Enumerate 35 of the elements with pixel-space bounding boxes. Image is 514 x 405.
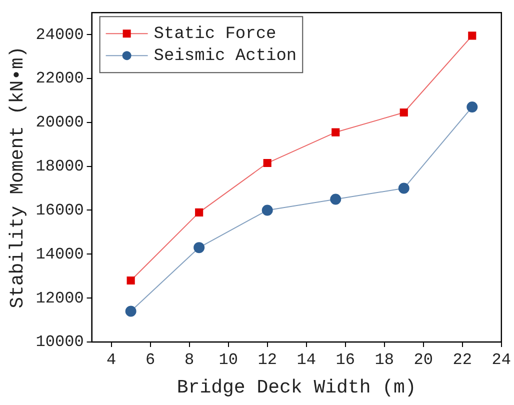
x-tick-label: 10: [218, 350, 238, 369]
point: [332, 128, 340, 136]
y-tick-label: 14000: [36, 245, 84, 264]
x-tick-label: 14: [296, 350, 316, 369]
point: [330, 194, 342, 205]
y-tick-label: 22000: [36, 70, 84, 88]
point: [398, 182, 410, 194]
y-tick-label: 12000: [36, 289, 84, 308]
legend-label: Static Force: [154, 25, 276, 44]
x-tick-label: 22: [452, 350, 472, 369]
y-tick-label: 10000: [36, 333, 84, 352]
x-tick-label: 12: [258, 350, 277, 369]
point: [126, 276, 135, 285]
y-axis-title: Stability Moment (kN•m): [6, 46, 28, 308]
x-tick-label: 18: [374, 350, 394, 369]
x-axis-title: Bridge Deck Width (m): [176, 376, 416, 399]
x-tick-label: 20: [414, 350, 433, 369]
point: [195, 208, 204, 216]
x-tick-label: 8: [184, 350, 194, 369]
legend-label: Seismic Action: [154, 47, 297, 66]
point: [125, 306, 136, 317]
point: [263, 158, 272, 168]
x-tick-label: 6: [146, 350, 156, 369]
point: [400, 108, 408, 117]
x-tick-label: 16: [336, 350, 355, 369]
point: [262, 204, 273, 216]
point: [468, 32, 476, 40]
y-tick-label: 20000: [36, 114, 84, 132]
x-tick-label: 4: [106, 350, 116, 369]
point: [194, 242, 205, 254]
y-tick-label: 24000: [36, 26, 84, 44]
y-tick-label: 16000: [36, 201, 84, 220]
point: [466, 102, 478, 113]
y-tick-label: 18000: [36, 158, 84, 176]
x-tick-label: 24: [492, 350, 511, 369]
